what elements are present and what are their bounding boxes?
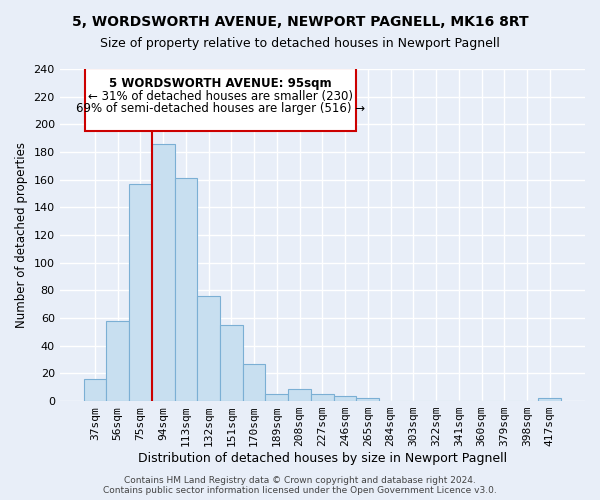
Bar bbox=[106, 321, 129, 401]
Bar bbox=[243, 364, 265, 401]
Text: 69% of semi-detached houses are larger (516) →: 69% of semi-detached houses are larger (… bbox=[76, 102, 365, 115]
Bar bbox=[220, 325, 243, 401]
Bar bbox=[334, 396, 356, 401]
Bar bbox=[538, 398, 561, 401]
Bar bbox=[197, 296, 220, 401]
Text: Contains HM Land Registry data © Crown copyright and database right 2024.
Contai: Contains HM Land Registry data © Crown c… bbox=[103, 476, 497, 495]
Text: 5 WORDSWORTH AVENUE: 95sqm: 5 WORDSWORTH AVENUE: 95sqm bbox=[109, 78, 332, 90]
Bar bbox=[288, 388, 311, 401]
Text: 5, WORDSWORTH AVENUE, NEWPORT PAGNELL, MK16 8RT: 5, WORDSWORTH AVENUE, NEWPORT PAGNELL, M… bbox=[71, 15, 529, 29]
Bar bbox=[152, 144, 175, 401]
Text: Size of property relative to detached houses in Newport Pagnell: Size of property relative to detached ho… bbox=[100, 38, 500, 51]
Bar bbox=[311, 394, 334, 401]
Y-axis label: Number of detached properties: Number of detached properties bbox=[15, 142, 28, 328]
X-axis label: Distribution of detached houses by size in Newport Pagnell: Distribution of detached houses by size … bbox=[138, 452, 507, 465]
Bar bbox=[265, 394, 288, 401]
Bar bbox=[129, 184, 152, 401]
Text: ← 31% of detached houses are smaller (230): ← 31% of detached houses are smaller (23… bbox=[88, 90, 353, 103]
Bar bbox=[83, 379, 106, 401]
Bar bbox=[356, 398, 379, 401]
FancyBboxPatch shape bbox=[85, 68, 356, 132]
Bar bbox=[175, 178, 197, 401]
